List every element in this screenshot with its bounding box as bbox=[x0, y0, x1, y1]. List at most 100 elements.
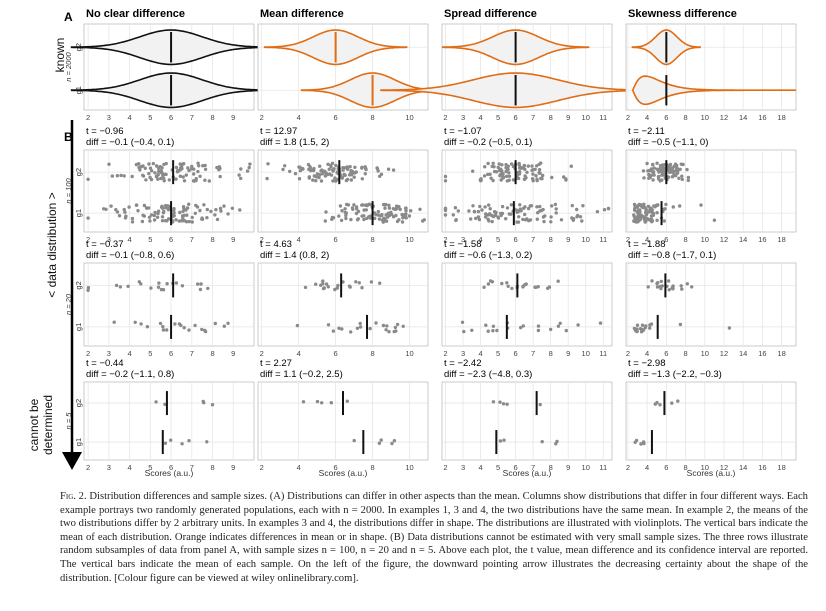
sample-point bbox=[187, 202, 191, 206]
sample-point bbox=[187, 168, 191, 173]
sample-point bbox=[649, 322, 654, 326]
sample-point bbox=[333, 287, 337, 292]
sample-point bbox=[484, 323, 488, 327]
sample-point bbox=[538, 209, 542, 213]
x-tick-label: 6 bbox=[334, 235, 338, 244]
sample-point bbox=[198, 208, 202, 213]
sample-point bbox=[192, 172, 196, 176]
sample-point bbox=[490, 219, 494, 224]
sample-point bbox=[110, 174, 115, 178]
x-tick-label: 14 bbox=[739, 349, 747, 358]
x-tick-label: 9 bbox=[566, 349, 570, 358]
x-tick-label: 3 bbox=[461, 349, 465, 358]
sample-point bbox=[670, 401, 674, 405]
sample-point bbox=[451, 213, 455, 217]
sample-point bbox=[535, 217, 539, 221]
sample-point bbox=[190, 215, 194, 220]
sample-point bbox=[160, 166, 164, 170]
x-tick-label: 9 bbox=[231, 113, 235, 122]
sample-point bbox=[369, 280, 374, 284]
column-title: Skewness difference bbox=[628, 8, 737, 20]
sample-point bbox=[676, 399, 680, 403]
sample-point bbox=[360, 165, 364, 169]
x-tick-label: 7 bbox=[531, 235, 535, 244]
sample-point bbox=[217, 165, 222, 169]
sample-point bbox=[377, 217, 382, 221]
x-tick-label: 6 bbox=[514, 113, 518, 122]
sample-point bbox=[161, 324, 165, 329]
x-tick-label: 11 bbox=[599, 113, 607, 122]
sample-point bbox=[471, 204, 475, 208]
x-tick-label: 4 bbox=[128, 349, 132, 358]
caption-text: Distribution differences and sample size… bbox=[60, 491, 808, 584]
sample-point bbox=[482, 285, 486, 289]
sample-point bbox=[140, 219, 145, 224]
sample-point bbox=[181, 175, 185, 179]
x-tick-label: 8 bbox=[683, 463, 687, 472]
x-tick-label: 7 bbox=[531, 463, 535, 472]
sample-point bbox=[376, 209, 380, 214]
sample-point bbox=[542, 219, 546, 224]
x-tick-label: 8 bbox=[683, 235, 687, 244]
x-tick-label: 4 bbox=[645, 113, 649, 122]
sample-point bbox=[658, 284, 662, 289]
sample-point bbox=[538, 402, 542, 407]
sample-point bbox=[534, 285, 538, 290]
x-tick-label: 4 bbox=[297, 113, 301, 122]
plot-panel bbox=[441, 262, 613, 347]
sample-point bbox=[507, 174, 512, 178]
sample-point bbox=[331, 168, 335, 172]
x-tick-label: 4 bbox=[297, 235, 301, 244]
x-tick-label: 16 bbox=[758, 113, 766, 122]
sample-point bbox=[479, 179, 483, 183]
x-tick-label: 16 bbox=[758, 235, 766, 244]
sample-point bbox=[189, 167, 194, 171]
sample-point bbox=[163, 402, 167, 406]
sample-point bbox=[331, 179, 335, 183]
x-tick-label: 11 bbox=[599, 463, 607, 472]
sample-point bbox=[326, 162, 330, 166]
sample-point bbox=[686, 178, 690, 183]
x-tick-label: 6 bbox=[169, 349, 173, 358]
sample-point bbox=[147, 206, 151, 210]
sample-point bbox=[201, 399, 205, 404]
sample-point bbox=[453, 206, 458, 210]
sample-point bbox=[178, 174, 182, 178]
sample-point bbox=[151, 161, 155, 166]
sample-point bbox=[344, 216, 348, 221]
x-tick-label: 5 bbox=[148, 235, 152, 244]
sample-point bbox=[118, 285, 123, 289]
x-tick-label: 14 bbox=[739, 463, 747, 472]
sample-point bbox=[498, 439, 503, 443]
x-tick-label: 5 bbox=[148, 463, 152, 472]
sample-point bbox=[86, 177, 90, 181]
sample-point bbox=[660, 178, 664, 182]
sample-point bbox=[199, 282, 203, 286]
sample-point bbox=[337, 326, 341, 330]
sample-point bbox=[469, 217, 473, 221]
x-tick-label: 7 bbox=[190, 235, 194, 244]
sample-point bbox=[496, 216, 501, 220]
x-tick-label: 10 bbox=[582, 463, 590, 472]
sample-point bbox=[387, 330, 391, 334]
sample-point bbox=[354, 205, 359, 209]
sample-point bbox=[537, 168, 542, 172]
sample-point bbox=[130, 216, 135, 221]
sample-point bbox=[476, 209, 481, 214]
sample-point bbox=[377, 441, 382, 445]
sample-point bbox=[580, 219, 584, 223]
sample-point bbox=[492, 210, 497, 214]
sample-point bbox=[165, 328, 169, 332]
row-n-label: n = 100 bbox=[64, 178, 73, 204]
plot-grid: No clear difference 2 3 4 5 6 7 8 9 g2 g1 n = 2000 2… bbox=[64, 8, 797, 478]
sample-point bbox=[190, 164, 194, 169]
sample-point bbox=[147, 171, 151, 176]
sample-point bbox=[318, 164, 322, 168]
sample-point bbox=[349, 178, 353, 182]
sample-point bbox=[517, 215, 521, 219]
sample-point bbox=[644, 324, 648, 328]
sample-point bbox=[390, 212, 394, 217]
sample-point bbox=[163, 441, 168, 445]
x-tick-label: 6 bbox=[169, 235, 173, 244]
sample-point bbox=[550, 204, 554, 208]
